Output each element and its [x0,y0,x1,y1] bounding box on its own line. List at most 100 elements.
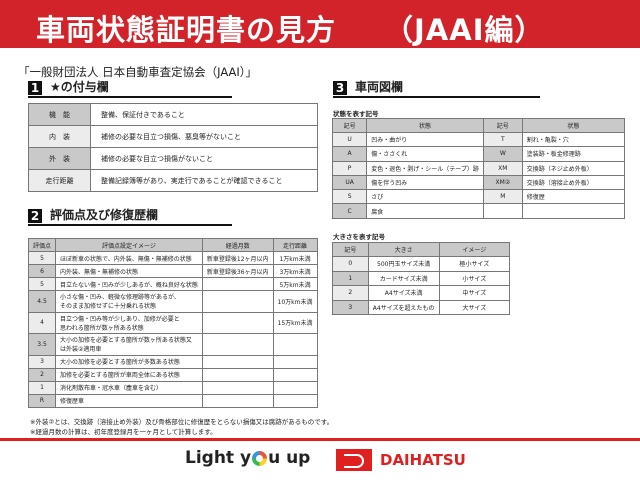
header-row: 記号 大きさ イメージ [332,242,511,257]
table-row: 機 能整備、保証付きであること [28,103,318,126]
cell: T [482,131,523,148]
divider [0,438,640,441]
cell: 4.5 [27,290,57,313]
size-symbols-label: 大きさを表す記号 [333,233,385,241]
row-label: 走行距離 [28,169,91,192]
cell: 2 [332,285,369,301]
cell: 3万km未満 [272,264,318,278]
cell [201,367,274,382]
column-header: 記号 [482,118,523,133]
cell: 10万km未満 [272,290,318,313]
cell [201,277,274,291]
table-row: 3.5 大小の加修を必要とする箇所が数ヶ所ある状態又 は外装②適用車 [27,333,318,356]
state-symbols-label: 状態を表す記号 [333,110,379,118]
row-label: 外 装 [28,147,91,170]
cell: 変色・退色・剥げ・シール（テープ）跡 [366,160,484,176]
table-row: 4 目立つ傷・凹み等が少しあり、加修が必要と 思われる箇所が数ヶ所ある状態 15万km… [27,311,318,334]
table-row: A 傷・ささくれ W 塗装跡・板金修理跡 [331,146,626,162]
state-symbols-table: 記号 状態 記号 状態 U 凹み・曲がり T 割れ・亀裂・穴 A 傷・ささくれ W 塗装跡・板金修理跡… [331,118,626,219]
cell: 0 [332,256,369,272]
cell: 小サイズ [438,270,511,286]
daihatsu-logo: DAIHATSU [336,449,466,471]
cell: R [27,393,57,408]
table-row: 6 内外装、無傷・無補修の状態 新車登録後36ヶ月以内 3万km未満 [27,264,318,278]
cell [201,354,274,369]
cell: ほぼ新車の状態で、内外装、無傷・無補修の状態 [55,251,203,265]
table-row: 5 ほぼ新車の状態で、内外装、無傷・無補修の状態 新車登録後12ヶ月以内 1万km未満 [27,251,318,265]
column-header: イメージ [438,242,511,257]
cell: 4 [27,311,57,334]
cell: C [331,203,368,219]
cell: 内外装、無傷・無補修の状態 [55,264,203,278]
cell: 大小の加修を必要とする箇所が数ヶ所ある状態又 は外装②適用車 [55,333,203,356]
star-table: 機 能整備、保証付きであること内 装補修の必要な目立つ損傷、悪臭等がないこと外 … [28,103,318,192]
cell: 修復歴車 [55,393,203,408]
cell: 6 [27,264,57,278]
cell: 3.5 [27,333,57,356]
cell: 加修を必要とする箇所が車両全体にある状態 [55,367,203,382]
cell: 500円玉サイズ未満 [367,256,440,272]
cell [201,393,274,408]
cell: 傷・ささくれ [366,146,484,162]
cell: さび [366,189,484,205]
cell: 3 [27,354,57,369]
cell [201,380,274,395]
notes: ※外装②とは、交換跡（溶接止め外装）及び骨格部位に修復歴をとらない損傷又は腐跡が… [30,418,334,436]
column-header: 経過月数 [201,238,274,252]
cell: 5 [27,277,57,291]
table-row: 0 500円玉サイズ未満 極小サイズ [332,256,511,272]
cell: 大小の加修を必要とする箇所が多数ある状態 [55,354,203,369]
section3-heading: 3 車両図欄 [333,80,540,98]
cell: 交換跡（ネジ止め外板） [521,160,626,176]
row-label: 機 能 [28,103,91,126]
cell: XM [482,160,523,176]
cell: 交換跡（溶接止め外板） [521,174,626,191]
row-value: 整備記録簿等があり、実走行であることが確認できること [90,169,318,192]
cell: 消化剤散布車・冠水車（塵車を含む） [55,380,203,395]
row-value: 補修の必要な目立つ損傷、悪臭等がないこと [90,125,318,148]
cell: U [331,131,368,148]
table-row: 3 大小の加修を必要とする箇所が多数ある状態 [27,354,318,369]
cell: 2 [27,367,57,382]
cell: A [331,146,368,162]
cell: XM② [482,174,523,191]
cell: 傷を伴う凹み [366,174,484,191]
cell [272,354,318,369]
row-value: 補修の必要な目立つ損傷がないこと [90,147,318,170]
daihatsu-mark-icon [336,449,372,471]
cell: 小さな傷・凹み、軽微な修理跡等があるが、 そのまま加修せずに十分乗れる状態 [55,290,203,313]
row-value: 整備、保証付きであること [90,103,318,126]
cell: 5 [27,251,57,265]
cell: A4サイズを超えたもの [367,299,440,315]
table-row: 外 装補修の必要な目立つ損傷がないこと [28,147,318,170]
cell: 1 [332,270,369,286]
cell: 塗装跡・板金修理跡 [521,146,626,162]
table-row: 内 装補修の必要な目立つ損傷、悪臭等がないこと [28,125,318,148]
column-header: 記号 [332,242,369,257]
cell [272,367,318,382]
cell: 新車登録後36ヶ月以内 [201,264,274,278]
cell: M [482,189,523,205]
column-header: 走行距離 [272,238,318,252]
table-row: 1 消化剤散布車・冠水車（塵車を含む） [27,380,318,395]
cell [482,203,523,219]
table-row: C 腐食 [331,203,626,219]
cell: 1万km未満 [272,251,318,265]
cell [272,380,318,395]
cell: UA [331,174,368,191]
table-row: R 修復歴車 [27,393,318,408]
cell: A4サイズ未満 [367,285,440,301]
row-label: 内 装 [28,125,91,148]
table-row: 走行距離 整備記録簿等があり、実走行であることが確認できること [28,169,318,192]
table-row: 5 目立たない傷・凹みが少しあるが、概ね良好な状態 5万km未満 [27,277,318,291]
cell: W [482,146,523,162]
rainbow-ring-icon [252,450,268,466]
table-row: U 凹み・曲がり T 割れ・亀裂・穴 [331,131,626,148]
table-row: 2 加修を必要とする箇所が車両全体にある状態 [27,367,318,382]
size-symbols-table: 記号 大きさ イメージ 0 500円玉サイズ未満 極小サイズ 1 カードサイズ未満 小サイズ 2 A… [332,242,511,315]
table-row: 2 A4サイズ未満 中サイズ [332,285,511,301]
header-row: 記号 状態 記号 状態 [331,118,626,133]
cell: 腐食 [366,203,484,219]
cell: 新車登録後12ヶ月以内 [201,251,274,265]
cell [272,333,318,356]
